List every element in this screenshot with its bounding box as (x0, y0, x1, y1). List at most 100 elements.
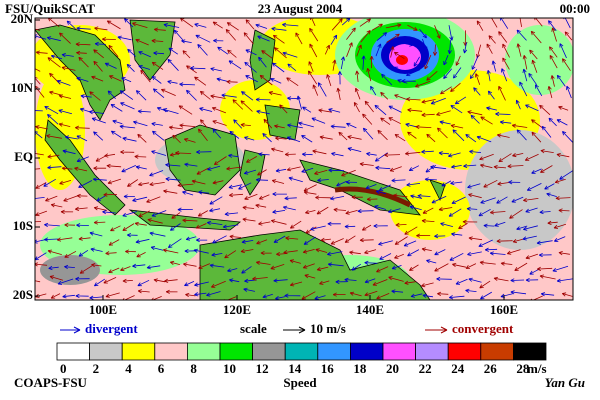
wind-arrow (183, 262, 197, 267)
wind-arrow (362, 127, 374, 140)
wind-arrow (76, 135, 88, 142)
wind-arrow (241, 266, 252, 274)
wind-arrow (561, 292, 573, 297)
wind-arrow (233, 119, 243, 129)
wind-arrow (209, 196, 223, 205)
wind-arrow (479, 260, 496, 265)
wind-arrow (301, 167, 314, 173)
wind-arrow (547, 85, 553, 99)
wind-arrow (537, 266, 553, 271)
wind-arrow (212, 235, 227, 244)
wind-arrow (353, 101, 360, 113)
wind-arrow (286, 77, 299, 87)
wind-arrow (462, 219, 478, 224)
wind-arrow (497, 181, 511, 186)
wind-arrow (152, 88, 165, 99)
wind-arrow (498, 153, 512, 163)
header-left: FSU/QuikSCAT (5, 1, 95, 16)
wind-arrow (211, 106, 227, 114)
wind-arrow (302, 249, 315, 254)
colorbar-tick-label: 12 (256, 361, 269, 376)
wind-arrow (120, 102, 135, 110)
wind-arrow (104, 62, 117, 69)
wind-arrow (391, 289, 404, 294)
wind-arrow (35, 280, 41, 283)
wind-arrow (49, 275, 64, 281)
wind-arrow (78, 236, 91, 241)
wind-arrow (540, 292, 555, 297)
wind-arrow (124, 18, 134, 28)
wind-arrow (317, 178, 329, 183)
wind-arrow (132, 22, 148, 28)
wind-arrow (106, 20, 121, 30)
wind-arrow (126, 63, 135, 72)
wind-arrow (394, 253, 404, 259)
wind-arrow (93, 60, 103, 72)
wind-arrow (455, 278, 468, 285)
wind-arrow (436, 276, 452, 282)
wind-arrow (50, 203, 63, 208)
wind-arrow (206, 220, 223, 226)
wind-arrow (539, 209, 551, 215)
wind-arrow (74, 206, 88, 211)
wind-arrow (59, 180, 72, 185)
wind-arrow (178, 105, 193, 115)
wind-arrow (138, 182, 150, 187)
typhoon (335, 18, 475, 100)
wind-arrow (493, 276, 509, 282)
wind-arrow (284, 293, 301, 298)
wind-arrow (61, 66, 76, 71)
wind-arrow (519, 81, 528, 97)
wind-arrow (270, 78, 282, 84)
wind-arrow (500, 261, 513, 266)
wind-arrow (211, 280, 226, 288)
wind-arrow (344, 235, 356, 243)
wind-arrow (169, 223, 181, 231)
wind-arrow (108, 75, 122, 82)
wind-arrow (539, 104, 551, 116)
wind-arrow (78, 56, 89, 68)
wind-arrow (272, 191, 287, 197)
wind-arrow (89, 295, 103, 300)
wind-arrow (64, 135, 78, 140)
wind-arrow (375, 190, 387, 195)
wind-arrow (452, 262, 467, 268)
wind-arrow (408, 165, 420, 171)
wind-arrow (547, 220, 558, 225)
wind-arrow (364, 260, 378, 265)
wind-arrow (374, 205, 387, 210)
wind-arrow (177, 183, 194, 188)
wind-arrow (221, 93, 237, 98)
wind-arrow (268, 91, 282, 96)
wind-arrow (351, 263, 362, 271)
wind-arrow (522, 68, 528, 82)
wind-arrow (436, 110, 451, 116)
wind-arrow (336, 180, 347, 187)
wind-arrow (229, 278, 240, 283)
wind-arrow (35, 221, 42, 223)
wind-arrow (271, 147, 284, 153)
wind-arrow (317, 82, 327, 97)
wind-arrow (486, 69, 491, 82)
wind-arrow (256, 239, 268, 245)
wind-arrow (354, 87, 361, 100)
wind-arrow (103, 192, 118, 197)
wind-arrow (312, 84, 319, 96)
wind-arrow (258, 194, 270, 200)
colorbar-tick-label: 10 (223, 361, 236, 376)
wind-arrow (138, 65, 151, 70)
wind-arrow (476, 20, 484, 31)
wind-arrow (531, 168, 542, 174)
wind-arrow (479, 153, 494, 161)
wind-arrow (465, 134, 477, 143)
wind-arrow (195, 34, 211, 43)
wind-arrow (393, 66, 405, 73)
wind-arrow (349, 291, 362, 297)
wind-arrow (151, 122, 163, 127)
wind-arrow (232, 99, 244, 110)
wind-arrow (450, 82, 461, 92)
wind-arrow (301, 135, 313, 143)
colorbar-swatch (415, 342, 449, 361)
wind-arrow (330, 124, 346, 129)
